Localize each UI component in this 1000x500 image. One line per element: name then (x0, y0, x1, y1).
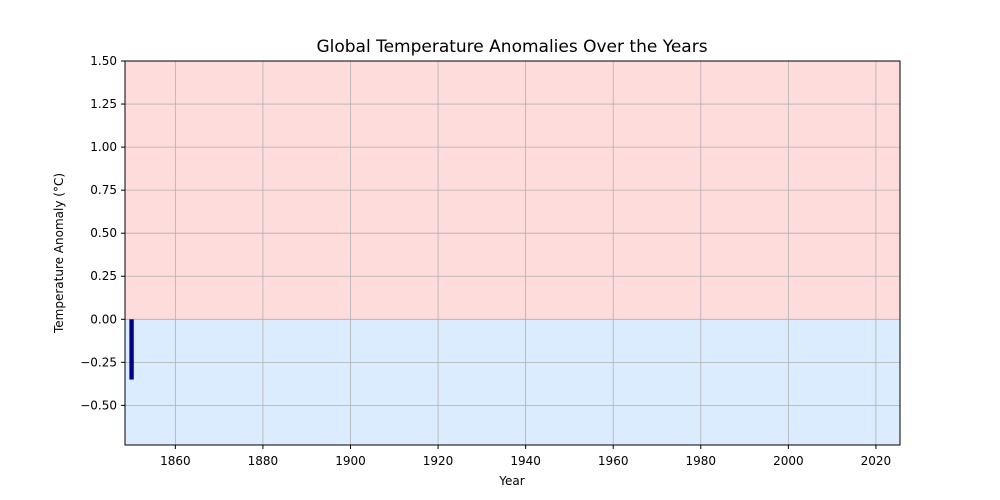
y-axis-ticks: −0.50 −0.25 0.00 0.25 0.50 0.75 1.00 1.25 1.50 (80, 54, 125, 412)
plot-frame (124, 60, 901, 446)
y-tick-label: 0.50 (90, 226, 117, 240)
grid-lines (125, 60, 900, 445)
x-tick-label: 1980 (686, 454, 717, 468)
y-tick-label: 0.75 (90, 183, 117, 197)
y-tick-label: 0.00 (90, 312, 117, 326)
bars (129, 319, 134, 380)
x-tick-label: 2000 (773, 454, 804, 468)
negative-anomaly-region (125, 319, 900, 445)
bar-1850 (129, 319, 134, 380)
x-tick-label: 1920 (423, 454, 454, 468)
y-tick-label: 0.25 (90, 269, 117, 283)
x-tick-label: 1940 (510, 454, 541, 468)
y-tick-label: 1.25 (90, 97, 117, 111)
x-tick-label: 1880 (248, 454, 279, 468)
x-axis-title: Year (498, 474, 524, 488)
x-tick-label: 2020 (861, 454, 892, 468)
chart-title: Global Temperature Anomalies Over the Ye… (316, 37, 707, 57)
y-tick-label: −0.25 (80, 355, 117, 369)
y-tick-label: 1.50 (90, 54, 117, 68)
background-regions (125, 61, 900, 445)
x-axis-ticks: 1860 1880 1900 1920 1940 1960 1980 2000 2020 (160, 445, 891, 468)
x-tick-label: 1900 (335, 454, 366, 468)
y-tick-label: −0.50 (80, 398, 117, 412)
x-tick-label: 1860 (160, 454, 191, 468)
x-tick-label: 1960 (598, 454, 629, 468)
y-tick-label: 1.00 (90, 140, 117, 154)
y-axis-title: Temperature Anomaly (°C) (52, 173, 66, 334)
